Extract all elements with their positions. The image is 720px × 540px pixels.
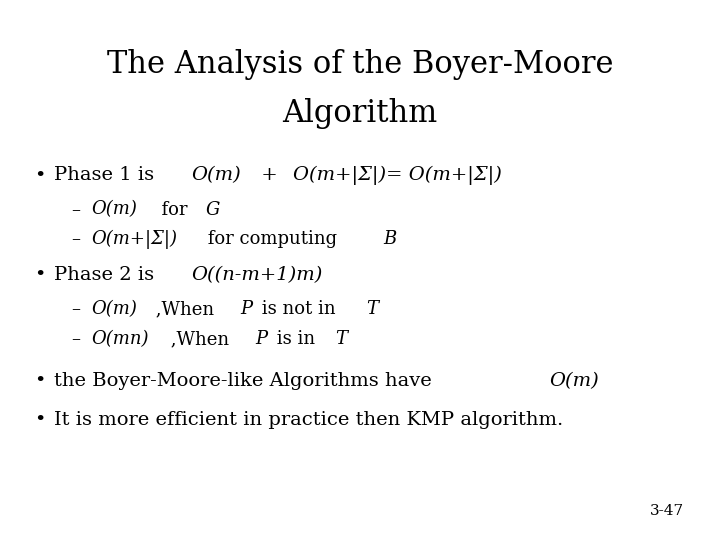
Text: –: – [72, 200, 86, 219]
Text: O(m): O(m) [91, 200, 137, 219]
Text: •: • [34, 372, 45, 390]
Text: for: for [150, 200, 194, 219]
Text: B: B [384, 230, 397, 248]
Text: Phase 2 is: Phase 2 is [54, 266, 161, 285]
Text: Algorithm: Algorithm [282, 98, 438, 129]
Text: –: – [72, 300, 86, 319]
Text: O(mn): O(mn) [91, 330, 148, 348]
Text: •: • [34, 411, 45, 429]
Text: –: – [72, 330, 86, 348]
Text: P: P [240, 300, 253, 319]
Text: O(m): O(m) [549, 372, 599, 390]
Text: O(m+|Σ|)= O(m+|Σ|): O(m+|Σ|)= O(m+|Σ|) [293, 166, 502, 185]
Text: P: P [256, 330, 268, 348]
Text: The Analysis of the Boyer-Moore: The Analysis of the Boyer-Moore [107, 49, 613, 80]
Text: is in: is in [271, 330, 321, 348]
Text: O((n-m+1)m): O((n-m+1)m) [192, 266, 323, 285]
Text: is not in: is not in [256, 300, 341, 319]
Text: O(m): O(m) [91, 300, 137, 319]
Text: •: • [34, 166, 45, 185]
Text: O(m): O(m) [192, 166, 241, 185]
Text: –: – [72, 230, 86, 248]
Text: O(m+|Σ|): O(m+|Σ|) [91, 230, 177, 249]
Text: It is more efficient in practice then KMP algorithm.: It is more efficient in practice then KM… [54, 411, 563, 429]
Text: 3-47: 3-47 [650, 504, 684, 518]
Text: +: + [256, 166, 284, 185]
Text: Phase 1 is: Phase 1 is [54, 166, 161, 185]
Text: the Boyer-Moore-like Algorithms have: the Boyer-Moore-like Algorithms have [54, 372, 438, 390]
Text: ,When: ,When [150, 300, 220, 319]
Text: T: T [336, 330, 347, 348]
Text: •: • [34, 266, 45, 285]
Text: ,When: ,When [165, 330, 235, 348]
Text: G: G [206, 200, 220, 219]
Text: for computing: for computing [202, 230, 343, 248]
Text: T: T [366, 300, 378, 319]
